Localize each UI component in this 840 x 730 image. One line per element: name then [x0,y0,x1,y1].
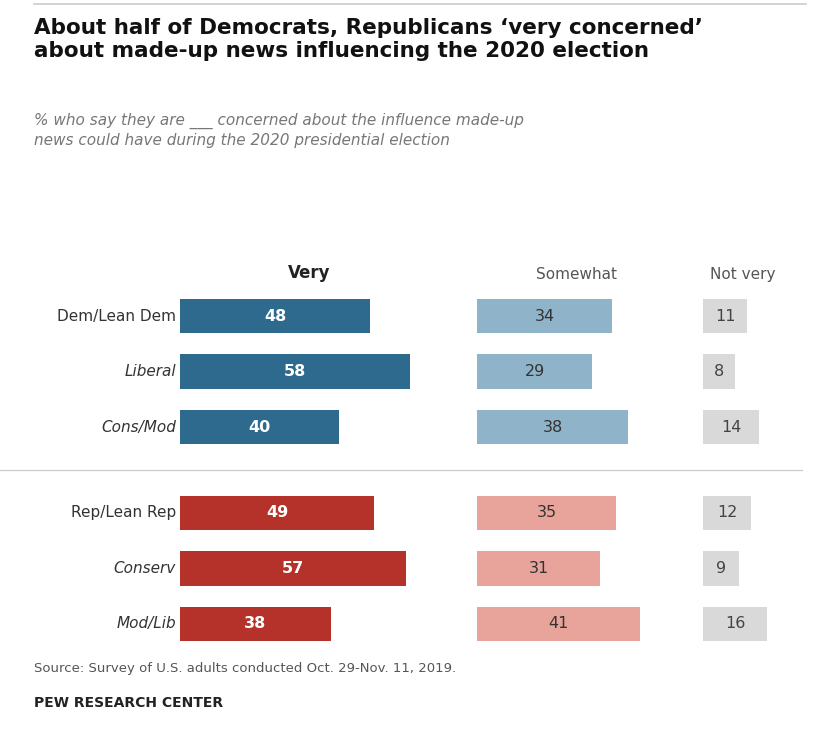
Bar [180,551,406,585]
Text: 9: 9 [716,561,727,576]
Text: 38: 38 [543,420,563,434]
Text: 48: 48 [264,309,286,323]
Text: About half of Democrats, Republicans ‘very concerned’
about made-up news influen: About half of Democrats, Republicans ‘ve… [34,18,702,61]
Text: Somewhat: Somewhat [536,267,617,282]
Bar [703,607,767,641]
Text: Very: Very [287,264,330,282]
Bar [703,551,739,585]
Text: Source: Survey of U.S. adults conducted Oct. 29-Nov. 11, 2019.: Source: Survey of U.S. adults conducted … [34,662,456,675]
Bar [477,496,616,530]
Bar [703,496,751,530]
Text: Dem/Lean Dem: Dem/Lean Dem [57,309,176,323]
Bar [477,607,640,641]
Text: Mod/Lib: Mod/Lib [116,616,176,631]
Text: Conserv: Conserv [113,561,176,576]
Text: 29: 29 [525,364,545,379]
Text: PEW RESEARCH CENTER: PEW RESEARCH CENTER [34,696,223,710]
Text: Liberal: Liberal [124,364,176,379]
Bar [180,496,374,530]
Text: 31: 31 [528,561,549,576]
Bar [180,410,339,444]
Text: 57: 57 [281,561,304,576]
Text: Cons/Mod: Cons/Mod [101,420,176,434]
Text: 34: 34 [534,309,554,323]
Text: 14: 14 [721,420,741,434]
Bar [477,551,601,585]
Text: 40: 40 [248,420,270,434]
Text: 38: 38 [244,616,266,631]
Text: % who say they are ___ concerned about the influence made-up
news could have dur: % who say they are ___ concerned about t… [34,113,523,148]
Bar [703,355,735,389]
Bar [180,355,410,389]
Text: 8: 8 [714,364,724,379]
Bar [703,410,759,444]
Text: Rep/Lean Rep: Rep/Lean Rep [71,505,176,520]
Bar [703,299,747,334]
Text: 16: 16 [725,616,745,631]
Text: 41: 41 [549,616,569,631]
Text: Not very: Not very [710,267,775,282]
Bar [180,607,331,641]
Text: 58: 58 [284,364,306,379]
Bar [477,299,612,334]
Bar [477,410,628,444]
Text: 11: 11 [715,309,735,323]
Text: 49: 49 [266,505,288,520]
Text: 12: 12 [717,505,738,520]
Bar [477,355,592,389]
Bar [180,299,370,334]
Text: 35: 35 [537,505,557,520]
